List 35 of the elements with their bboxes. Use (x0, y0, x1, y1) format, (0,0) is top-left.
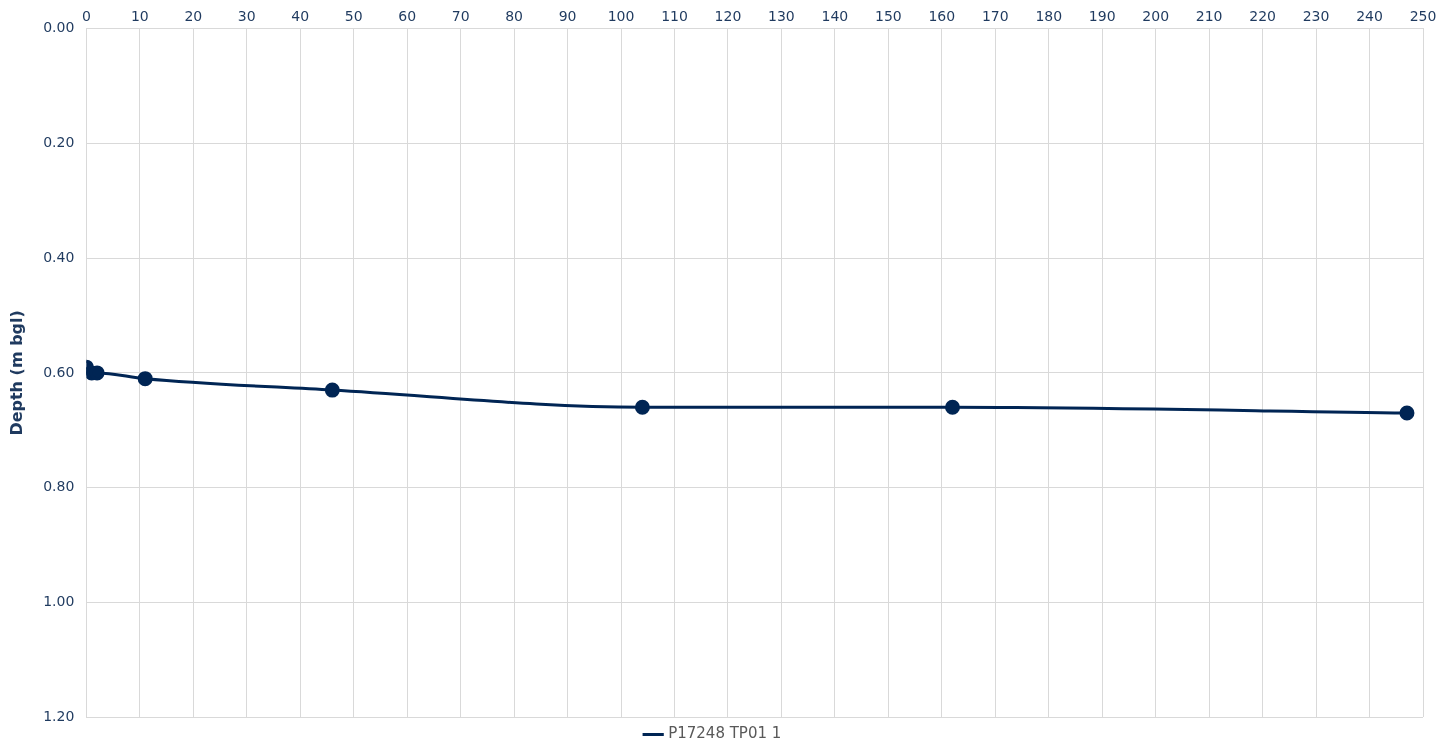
x-tick-label: 120 (714, 8, 742, 25)
x-tick-label: 220 (1249, 8, 1276, 25)
x-tick-label: 110 (661, 8, 688, 25)
y-tick-label: 1.00 (43, 592, 75, 609)
y-tick-label: 0.20 (43, 134, 75, 151)
y-axis-title: Depth (m bgl) (6, 310, 26, 436)
x-tick-label: 250 (1409, 8, 1437, 25)
x-tick-label: 100 (607, 8, 635, 25)
x-tick-label: 230 (1302, 8, 1330, 25)
legend-label: P17248 TP01 1 (668, 724, 782, 743)
x-tick-label: 190 (1088, 8, 1116, 25)
x-tick-label: 160 (928, 8, 956, 25)
x-tick-label: 150 (874, 8, 902, 25)
y-tick-label: 0.80 (43, 478, 75, 495)
y-tick-label: 0.60 (43, 363, 75, 380)
x-tick-label: 80 (505, 8, 524, 25)
x-tick-label: 20 (184, 8, 203, 25)
x-tick-label: 50 (344, 8, 363, 25)
x-tick-label: 10 (130, 8, 149, 25)
x-tick-label: 130 (768, 8, 795, 25)
x-tick-label: 170 (981, 8, 1009, 25)
x-tick-label: 210 (1195, 8, 1223, 25)
x-tick-label: 0 (81, 8, 91, 25)
x-tick-label: 60 (398, 8, 417, 25)
y-tick-label: 0.40 (43, 248, 75, 265)
x-tick-label: 200 (1142, 8, 1170, 25)
x-tick-label: 140 (821, 8, 849, 25)
y-tick-label: 1.20 (43, 707, 75, 724)
y-tick-label: 0.00 (43, 19, 75, 36)
x-tick-label: 30 (237, 8, 256, 25)
x-tick-label: 240 (1356, 8, 1383, 25)
x-tick-label: 40 (291, 8, 310, 25)
x-tick-label: 70 (451, 8, 470, 25)
x-tick-label: 180 (1035, 8, 1063, 25)
x-tick-label: 90 (558, 8, 577, 25)
